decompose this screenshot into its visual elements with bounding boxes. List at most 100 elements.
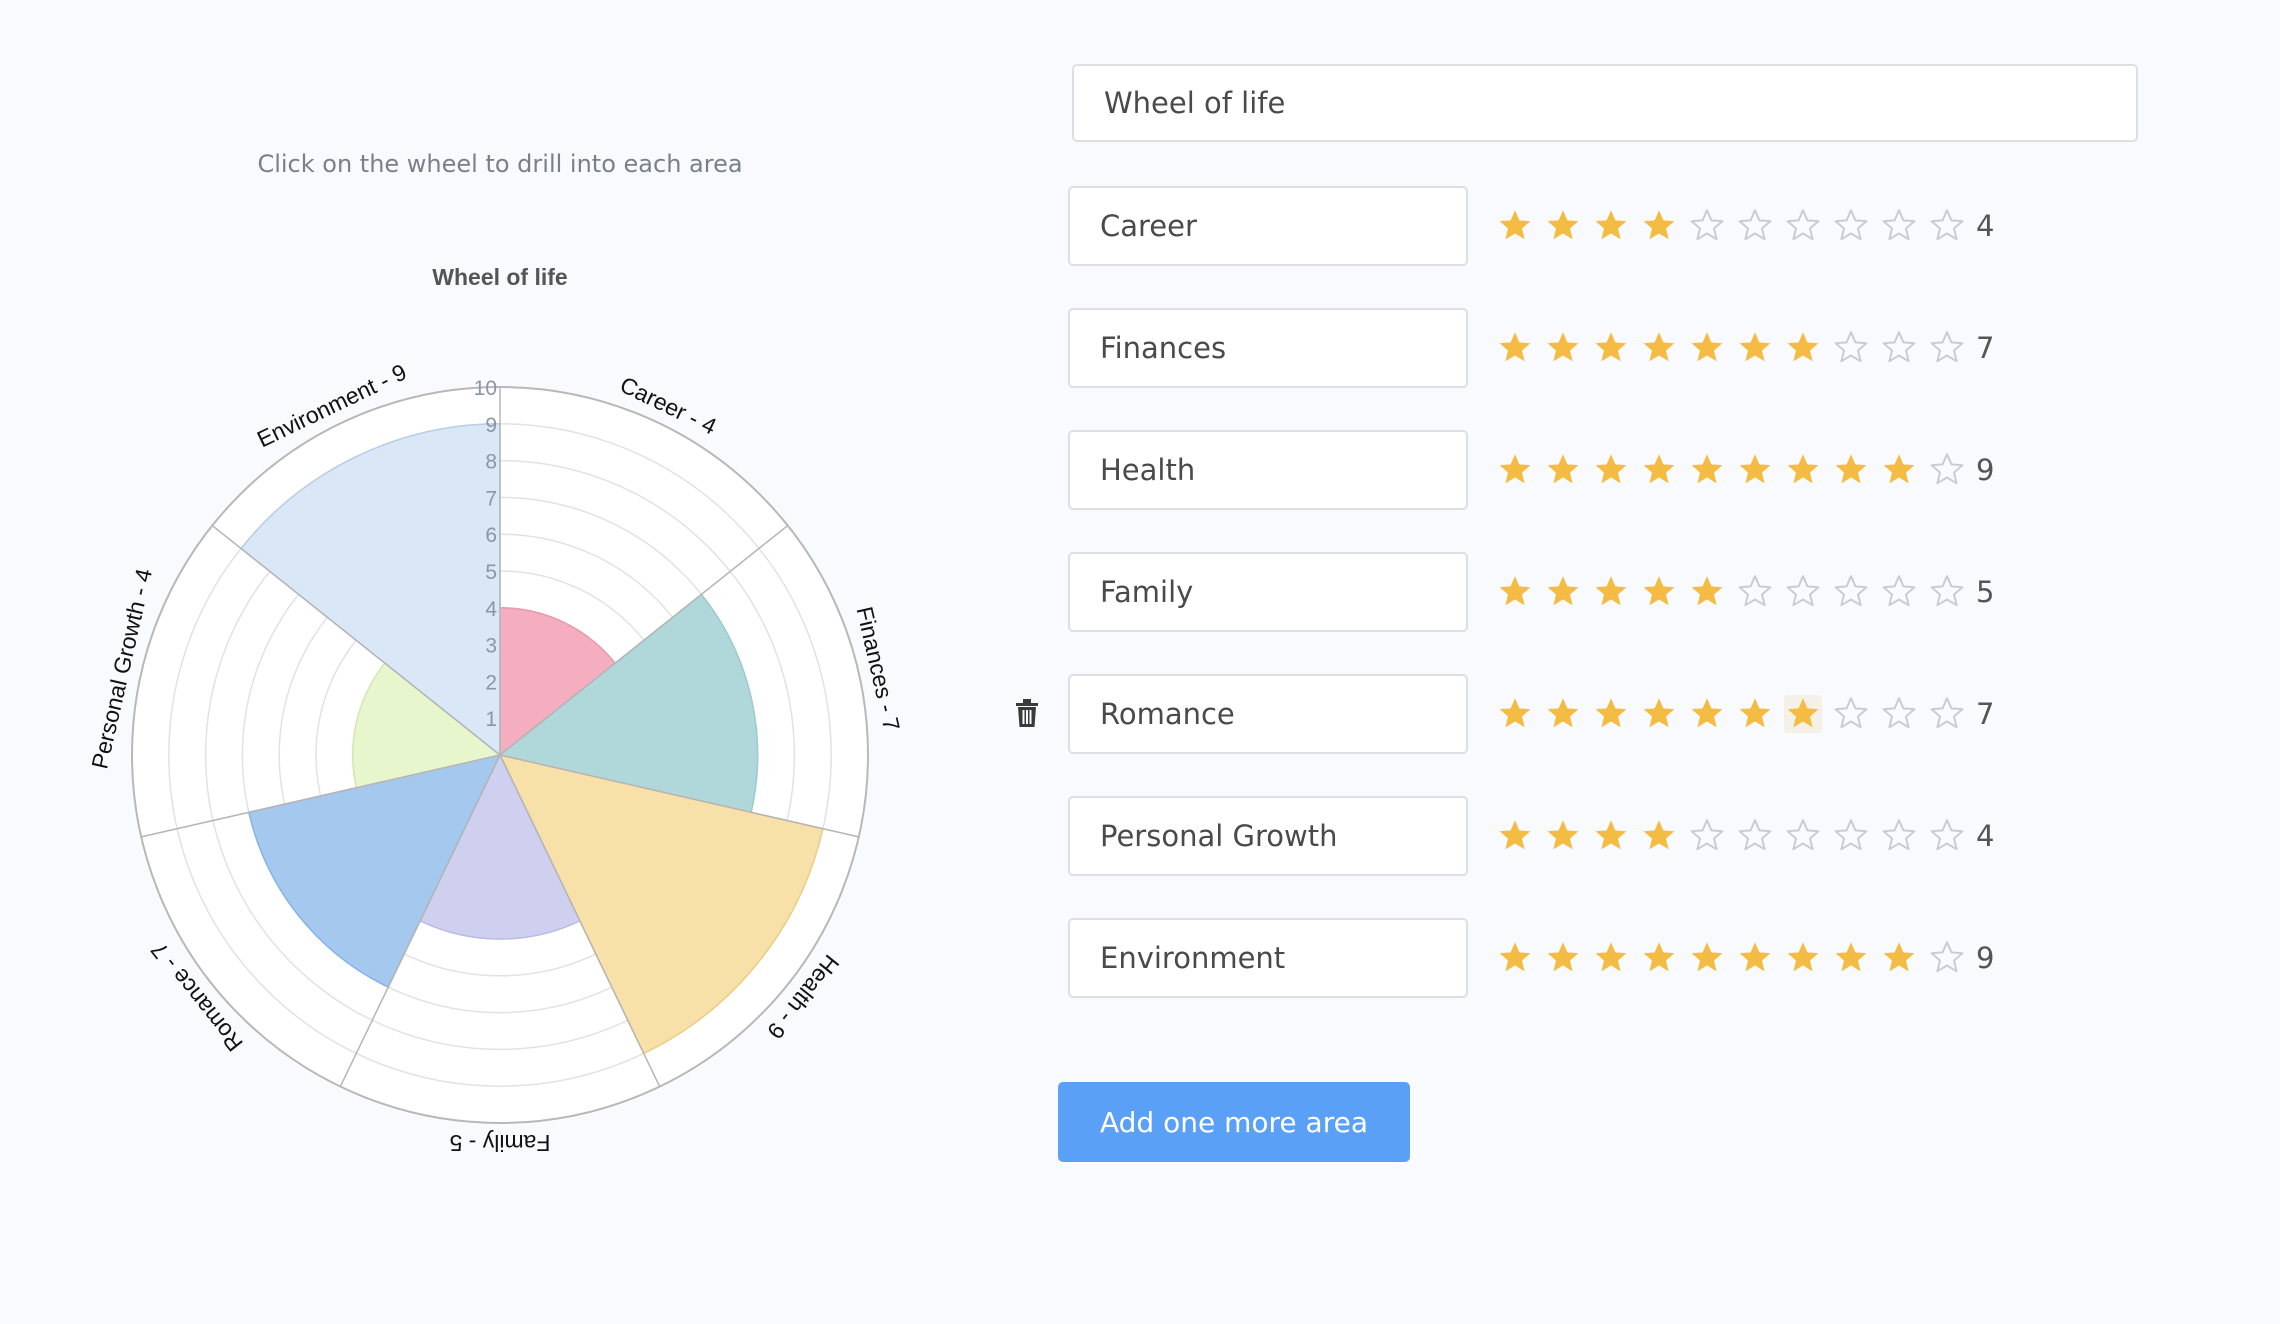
add-area-button[interactable]: Add one more area: [1058, 1082, 1410, 1162]
star-filled-icon[interactable]: [1880, 451, 1918, 489]
star-filled-icon[interactable]: [1688, 451, 1726, 489]
star-filled-icon[interactable]: [1832, 939, 1870, 977]
star-empty-icon[interactable]: [1736, 207, 1774, 245]
star-filled-icon[interactable]: [1496, 939, 1534, 977]
star-filled-icon[interactable]: [1496, 817, 1534, 855]
star-empty-icon[interactable]: [1928, 695, 1966, 733]
star-empty-icon[interactable]: [1832, 207, 1870, 245]
star-empty-icon[interactable]: [1688, 817, 1726, 855]
rating-value: 7: [1976, 331, 1995, 365]
star-rating[interactable]: [1496, 326, 1976, 370]
wheel-title-input[interactable]: [1072, 64, 2138, 142]
area-name-input[interactable]: [1068, 674, 1468, 754]
star-filled-icon[interactable]: [1640, 451, 1678, 489]
star-empty-icon[interactable]: [1688, 207, 1726, 245]
star-empty-icon[interactable]: [1880, 695, 1918, 733]
star-filled-icon[interactable]: [1688, 329, 1726, 367]
star-empty-icon[interactable]: [1880, 573, 1918, 611]
star-empty-icon[interactable]: [1928, 939, 1966, 977]
star-filled-icon[interactable]: [1592, 573, 1630, 611]
star-filled-icon[interactable]: [1832, 451, 1870, 489]
star-rating[interactable]: [1496, 204, 1976, 248]
star-rating[interactable]: [1496, 936, 1976, 980]
wheel-segment[interactable]: [240, 423, 501, 757]
star-empty-icon[interactable]: [1928, 451, 1966, 489]
star-filled-icon[interactable]: [1496, 207, 1534, 245]
star-filled-icon[interactable]: [1544, 695, 1582, 733]
star-filled-icon[interactable]: [1496, 695, 1534, 733]
star-filled-icon[interactable]: [1544, 573, 1582, 611]
star-empty-icon[interactable]: [1784, 817, 1822, 855]
star-filled-icon[interactable]: [1592, 695, 1630, 733]
star-rating[interactable]: [1496, 692, 1976, 736]
area-name-input[interactable]: [1068, 796, 1468, 876]
star-filled-icon[interactable]: [1592, 451, 1630, 489]
radial-tick-label: 9: [485, 414, 497, 437]
wheel-segment[interactable]: [498, 593, 759, 814]
star-filled-icon[interactable]: [1544, 817, 1582, 855]
star-rating[interactable]: [1496, 570, 1976, 614]
star-empty-icon[interactable]: [1928, 207, 1966, 245]
star-filled-icon[interactable]: [1592, 939, 1630, 977]
star-empty-icon[interactable]: [1928, 329, 1966, 367]
area-name-input[interactable]: [1068, 308, 1468, 388]
star-filled-icon[interactable]: [1544, 207, 1582, 245]
star-empty-icon[interactable]: [1736, 573, 1774, 611]
star-filled-icon[interactable]: [1784, 451, 1822, 489]
star-filled-icon[interactable]: [1640, 329, 1678, 367]
star-filled-icon[interactable]: [1544, 451, 1582, 489]
wheel-segment[interactable]: [419, 753, 581, 940]
radial-tick-label: 8: [485, 451, 497, 474]
star-filled-icon[interactable]: [1496, 451, 1534, 489]
wheel-segment[interactable]: [499, 607, 617, 757]
star-filled-icon[interactable]: [1496, 573, 1534, 611]
star-filled-icon[interactable]: [1640, 695, 1678, 733]
area-name-input[interactable]: [1068, 186, 1468, 266]
star-empty-icon[interactable]: [1832, 573, 1870, 611]
star-empty-icon[interactable]: [1832, 329, 1870, 367]
star-empty-icon[interactable]: [1832, 817, 1870, 855]
star-filled-icon[interactable]: [1688, 573, 1726, 611]
wheel-segment[interactable]: [352, 662, 502, 789]
star-filled-icon[interactable]: [1688, 939, 1726, 977]
star-empty-icon[interactable]: [1784, 573, 1822, 611]
wheel-segment[interactable]: [247, 753, 502, 989]
star-filled-icon[interactable]: [1784, 695, 1822, 733]
star-rating[interactable]: [1496, 814, 1976, 858]
star-empty-icon[interactable]: [1736, 817, 1774, 855]
star-empty-icon[interactable]: [1880, 207, 1918, 245]
star-filled-icon[interactable]: [1592, 817, 1630, 855]
star-empty-icon[interactable]: [1784, 207, 1822, 245]
rating-value: 4: [1976, 209, 1995, 243]
star-filled-icon[interactable]: [1640, 939, 1678, 977]
star-filled-icon[interactable]: [1544, 329, 1582, 367]
category-label[interactable]: Family - 5: [450, 1130, 551, 1156]
star-empty-icon[interactable]: [1880, 329, 1918, 367]
star-empty-icon[interactable]: [1832, 695, 1870, 733]
star-filled-icon[interactable]: [1592, 207, 1630, 245]
star-filled-icon[interactable]: [1736, 451, 1774, 489]
star-filled-icon[interactable]: [1784, 329, 1822, 367]
star-rating[interactable]: [1496, 448, 1976, 492]
star-filled-icon[interactable]: [1544, 939, 1582, 977]
star-filled-icon[interactable]: [1784, 939, 1822, 977]
star-empty-icon[interactable]: [1928, 817, 1966, 855]
star-empty-icon[interactable]: [1928, 573, 1966, 611]
star-filled-icon[interactable]: [1736, 329, 1774, 367]
wheel-segment[interactable]: [498, 753, 824, 1055]
star-filled-icon[interactable]: [1640, 207, 1678, 245]
star-filled-icon[interactable]: [1880, 939, 1918, 977]
area-name-input[interactable]: [1068, 918, 1468, 998]
star-filled-icon[interactable]: [1640, 573, 1678, 611]
star-filled-icon[interactable]: [1496, 329, 1534, 367]
trash-icon[interactable]: [1014, 698, 1040, 728]
star-filled-icon[interactable]: [1736, 695, 1774, 733]
star-filled-icon[interactable]: [1688, 695, 1726, 733]
star-filled-icon[interactable]: [1640, 817, 1678, 855]
star-filled-icon[interactable]: [1592, 329, 1630, 367]
star-empty-icon[interactable]: [1880, 817, 1918, 855]
area-name-input[interactable]: [1068, 430, 1468, 510]
star-filled-icon[interactable]: [1736, 939, 1774, 977]
area-name-input[interactable]: [1068, 552, 1468, 632]
